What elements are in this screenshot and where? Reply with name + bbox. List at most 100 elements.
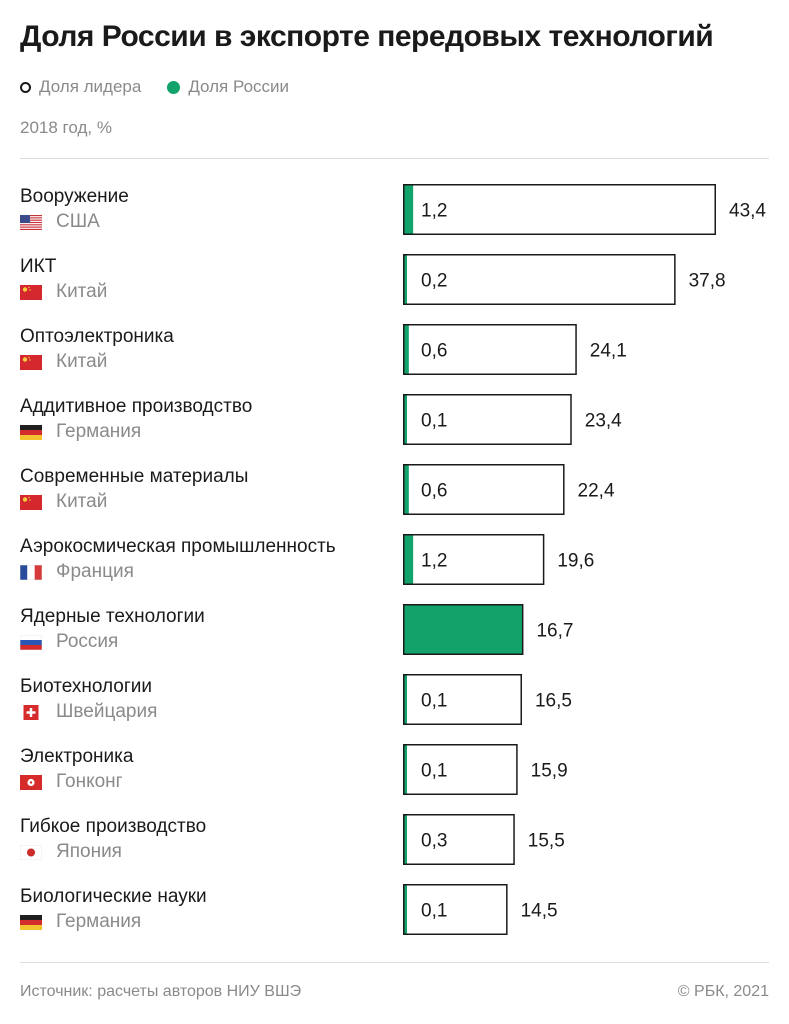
country-name: США (56, 211, 100, 232)
flag-france-icon (20, 564, 42, 580)
country-name: Франция (56, 561, 134, 582)
leader-share-label: 23,4 (585, 411, 622, 432)
category-label: Вооружение (20, 186, 129, 207)
russia-share-bar (404, 675, 407, 724)
country-label: Китай (20, 491, 107, 513)
top-divider (20, 158, 769, 159)
copyright: © РБК, 2021 (677, 983, 769, 1000)
category-label: Ядерные технологии (20, 606, 205, 627)
chart-row: Оптоэлектроника Китай (0, 326, 789, 396)
leader-share-label: 43,4 (729, 201, 766, 222)
flag-germany-icon (20, 914, 42, 930)
country-name: Швейцария (56, 701, 158, 722)
flag-usa-icon (20, 214, 42, 230)
russia-share-bar (404, 745, 407, 794)
russia-share-bar (404, 815, 407, 864)
category-label: Биотехнологии (20, 676, 153, 697)
russia-share-label: 1,2 (421, 201, 447, 222)
chart-subtitle: 2018 год, % (20, 118, 112, 137)
category-label: Биологические науки (20, 886, 207, 907)
country-label: Германия (20, 421, 141, 443)
russia-share-bar (404, 465, 409, 514)
country-name: Россия (56, 631, 119, 652)
country-label: Германия (20, 911, 141, 933)
legend-hollow-dot-icon (20, 81, 31, 93)
chart-row: Биотехнологии Швейцария (0, 676, 789, 746)
leader-share-label: 14,5 (521, 901, 558, 922)
category-label: Аддитивное производство (20, 396, 253, 417)
country-label: Китай (20, 281, 107, 303)
leader-share-label: 15,9 (531, 761, 568, 782)
chart-title: Доля России в экспорте передовых техноло… (20, 20, 714, 53)
legend-russia-label: Доля России (188, 77, 290, 96)
country-label: Китай (20, 351, 107, 373)
russia-share-label: 0,2 (421, 271, 447, 292)
chart-row: Вооружение США (0, 186, 789, 256)
flag-russia-icon (20, 634, 42, 650)
legend: Доля лидера Доля России (20, 77, 315, 97)
leader-share-bar (403, 184, 716, 235)
leader-share-label: 37,8 (689, 271, 726, 292)
country-name: Китай (56, 281, 108, 302)
chart-row: Гибкое производство Япония (0, 816, 789, 886)
leader-share-bar (403, 884, 508, 935)
chart-row: Биологические науки Германия (0, 886, 789, 956)
country-name: Япония (56, 841, 122, 862)
country-label: Швейцария (20, 701, 157, 723)
category-label: ИКТ (20, 256, 57, 277)
category-label: Современные материалы (20, 466, 249, 487)
leader-share-label: 16,5 (535, 691, 572, 712)
flag-china-icon (20, 284, 42, 300)
russia-share-label: 0,6 (421, 481, 447, 502)
russia-share-label: 0,1 (421, 761, 447, 782)
chart-row: Современные материалы Китай (0, 466, 789, 536)
russia-share-label: 0,1 (421, 411, 447, 432)
leader-share-bar (403, 604, 524, 655)
category-label: Электроника (20, 746, 134, 767)
chart-row: Ядерные технологии Россия (0, 606, 789, 676)
russia-share-label: 1,2 (421, 551, 447, 572)
leader-share-bar (403, 534, 545, 585)
leader-share-bar (403, 254, 676, 305)
leader-share-label: 15,5 (528, 831, 565, 852)
russia-share-label: 0,1 (421, 901, 447, 922)
leader-share-label: 22,4 (578, 481, 615, 502)
russia-share-bar (404, 535, 414, 584)
flag-germany-icon (20, 424, 42, 440)
leader-share-bar (403, 814, 515, 865)
legend-item-russia: Доля России (167, 77, 289, 97)
country-label: США (20, 211, 100, 233)
bottom-divider (20, 962, 769, 963)
category-label: Гибкое производство (20, 816, 207, 837)
russia-share-label: 0,3 (421, 831, 447, 852)
leader-share-bar (403, 744, 518, 795)
russia-share-bar (404, 325, 409, 374)
flag-japan-icon (20, 844, 42, 860)
legend-green-dot-icon (167, 80, 181, 94)
category-label: Оптоэлектроника (20, 326, 174, 347)
legend-leader-label: Доля лидера (39, 77, 142, 96)
country-name: Германия (56, 911, 142, 932)
russia-share-bar (404, 255, 407, 304)
flag-switzerland-icon (20, 704, 42, 720)
country-label: Япония (20, 841, 122, 863)
country-name: Китай (56, 491, 108, 512)
country-name: Гонконг (56, 771, 123, 792)
source-note: Источник: расчеты авторов НИУ ВШЭ (20, 983, 302, 1000)
leader-share-bar (403, 394, 572, 445)
russia-share-label: 0,6 (421, 341, 447, 362)
flag-china-icon (20, 494, 42, 510)
leader-share-label: 24,1 (590, 341, 627, 362)
country-label: Франция (20, 561, 134, 583)
chart-row: Аэрокосмическая промышленность Франция (0, 536, 789, 606)
chart-row: Аддитивное производство Германия (0, 396, 789, 466)
russia-share-bar (404, 395, 407, 444)
russia-share-bar (404, 185, 414, 234)
country-name: Германия (56, 421, 142, 442)
flag-hongkong-icon (20, 774, 42, 790)
russia-share-bar (404, 885, 407, 934)
chart-row: Электроника Гонконг (0, 746, 789, 816)
chart-row: ИКТ Китай (0, 256, 789, 326)
leader-share-label: 16,7 (536, 621, 573, 642)
